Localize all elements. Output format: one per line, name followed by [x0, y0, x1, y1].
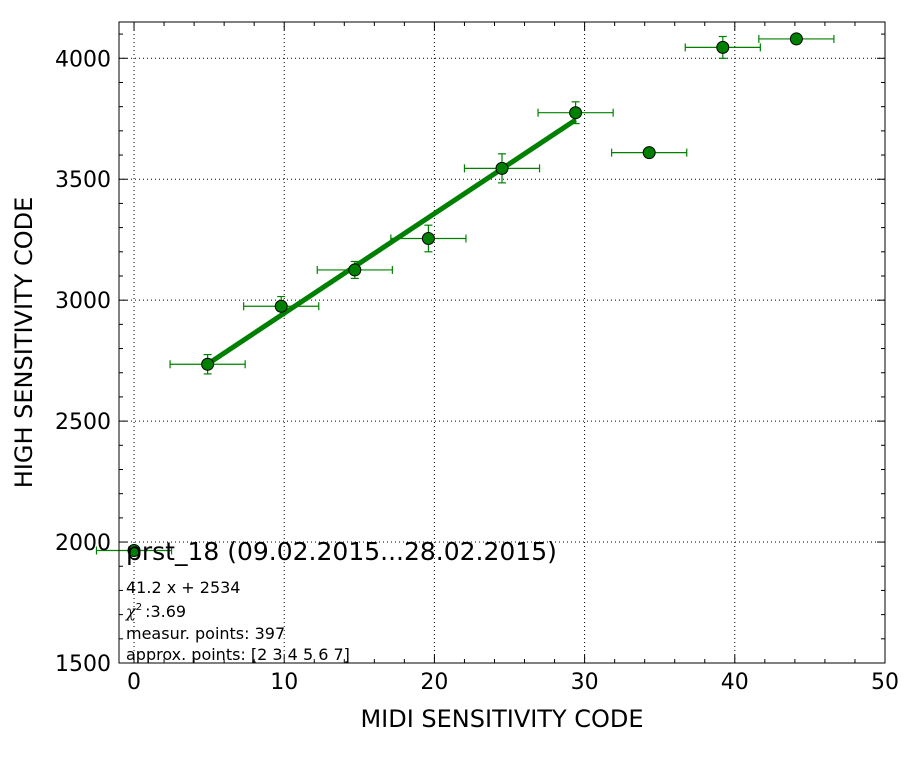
data-point: [243, 295, 320, 317]
y-tick-label: 3000: [55, 289, 111, 314]
marker: [127, 544, 141, 558]
y-tick-label: 2000: [55, 531, 111, 556]
data-point: [684, 35, 761, 59]
axis-ticks: [119, 22, 886, 664]
marker: [421, 231, 435, 245]
data-point: [463, 153, 541, 184]
y-tick-label: 4000: [55, 47, 111, 72]
grid-lines: [119, 22, 885, 663]
marker: [569, 106, 583, 120]
x-tick-label: 0: [127, 670, 141, 695]
chi-superscript: 2: [136, 602, 142, 613]
approx-points: approx. points: [2 3 4 5 6 7]: [126, 645, 350, 664]
marker: [274, 299, 288, 313]
marker: [789, 32, 803, 46]
annotation-title: prst_18 (09.02.2015...28.02.2015): [126, 537, 557, 566]
x-tick-label: 40: [721, 670, 749, 695]
x-tick-label: 20: [420, 670, 448, 695]
y-axis-title: HIGH SENSITIVITY CODE: [10, 197, 38, 489]
data-point: [169, 353, 246, 375]
data-point: [537, 101, 614, 125]
data-point: [611, 146, 688, 160]
y-tick-label: 2500: [55, 410, 111, 435]
y-tick-label: 3500: [55, 168, 111, 193]
chi-squared: χ2:3.69: [125, 602, 186, 621]
x-tick-label: 50: [871, 670, 899, 695]
data-point: [390, 224, 467, 253]
data-point: [758, 32, 835, 46]
fit-line-group: [206, 117, 577, 367]
tick-labels: 0 10 20 30 40 50 1500 2000 2500 3000 3500 4000: [55, 47, 899, 695]
marker: [716, 40, 730, 54]
data-points: [95, 32, 835, 558]
fit-line: [206, 117, 577, 367]
x-axis-title: MIDI SENSITIVITY CODE: [360, 705, 643, 733]
annotation-box: prst_18 (09.02.2015...28.02.2015) 41.2 x…: [125, 537, 557, 664]
marker: [348, 263, 362, 277]
marker: [642, 146, 656, 160]
chi-value: :3.69: [145, 602, 186, 621]
measured-points: measur. points: 397: [126, 624, 285, 643]
fit-equation: 41.2 x + 2534: [126, 578, 240, 597]
data-point: [95, 544, 173, 558]
plot-frame: [118, 21, 886, 664]
y-tick-label: 1500: [55, 652, 111, 677]
marker: [495, 161, 509, 175]
marker: [201, 357, 215, 371]
x-tick-label: 30: [571, 670, 599, 695]
chi-symbol: χ: [125, 602, 137, 621]
x-tick-label: 10: [270, 670, 298, 695]
data-point: [316, 260, 393, 279]
